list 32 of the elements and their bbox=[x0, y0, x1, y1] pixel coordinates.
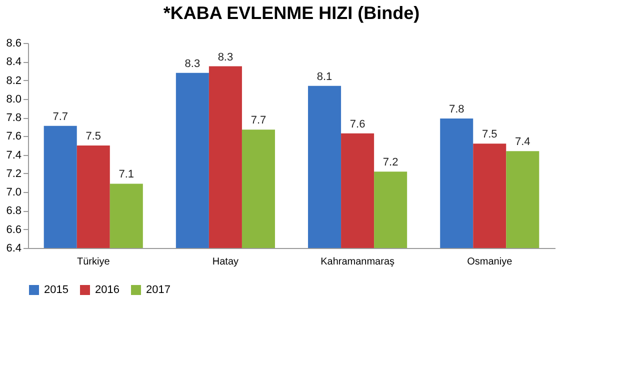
y-tick-label: 7.6 bbox=[6, 130, 22, 143]
y-tick-label: 7.8 bbox=[6, 112, 22, 124]
legend-label: 2016 bbox=[95, 284, 120, 296]
chart-title: *KABA EVLENME HIZI (Binde) bbox=[163, 3, 420, 23]
data-label: 8.3 bbox=[184, 58, 200, 70]
x-tick-label: Türkiye bbox=[76, 256, 110, 268]
y-tick-label: 8.4 bbox=[6, 56, 22, 68]
data-label: 7.5 bbox=[86, 130, 102, 142]
y-tick-label: 6.8 bbox=[6, 205, 22, 218]
data-label: 7.5 bbox=[482, 128, 498, 141]
x-tick-label: Osmaniye bbox=[467, 256, 513, 268]
data-label: 7.2 bbox=[382, 156, 398, 169]
y-tick-label: 7.4 bbox=[6, 149, 22, 162]
data-label: 7.7 bbox=[250, 114, 266, 127]
y-tick-label: 8.0 bbox=[6, 93, 22, 106]
y-tick-label: 7.0 bbox=[6, 186, 22, 199]
x-tick-label: Kahramanmaraş bbox=[320, 256, 394, 268]
y-tick-label: 6.6 bbox=[6, 224, 22, 236]
y-tick-label: 6.4 bbox=[6, 242, 22, 254]
data-label: 7.4 bbox=[514, 136, 530, 148]
legend-label: 2017 bbox=[146, 284, 170, 296]
data-label: 8.1 bbox=[316, 70, 332, 83]
data-label: 7.6 bbox=[350, 118, 366, 130]
y-tick-label: 8.2 bbox=[6, 74, 22, 87]
y-tick-label: 7.2 bbox=[6, 168, 22, 180]
data-label: 8.3 bbox=[218, 51, 234, 64]
data-label: 7.1 bbox=[118, 168, 134, 181]
y-tick-label: 8.6 bbox=[6, 38, 22, 50]
legend-label: 2015 bbox=[44, 284, 68, 296]
data-label: 7.7 bbox=[52, 110, 68, 123]
data-label: 7.8 bbox=[448, 103, 464, 116]
x-tick-label: Hatay bbox=[212, 256, 239, 268]
